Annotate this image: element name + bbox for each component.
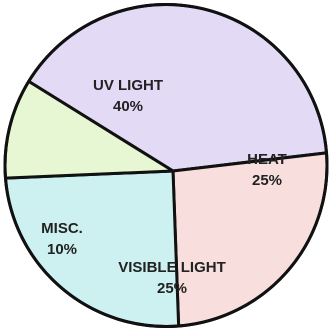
pie-slices (3, 3, 329, 328)
slice-category-visible-light: VISIBLE LIGHT (118, 259, 226, 276)
slice-value-visible-light: 25% (157, 280, 187, 297)
slice-value-misc: 10% (47, 241, 77, 258)
pie-slice-heat (171, 151, 329, 328)
slice-value-heat: 25% (252, 172, 282, 189)
slice-category-uv-light: UV LIGHT (93, 77, 163, 94)
slice-label-heat: HEAT 25% (247, 151, 287, 189)
slice-category-misc: MISC. (41, 220, 83, 237)
pie-slice-visible-light (4, 169, 181, 328)
pie-outline (3, 3, 329, 328)
slice-label-visible-light: VISIBLE LIGHT 25% (118, 259, 226, 297)
slice-category-heat: HEAT (247, 151, 287, 168)
slice-label-misc: MISC. 10% (41, 220, 83, 258)
slice-value-uv-light: 40% (113, 98, 143, 115)
pie-labels: UV LIGHT 40% HEAT 25% VISIBLE LIGHT 25% MISC. 1… (41, 77, 287, 297)
slice-label-uv-light: UV LIGHT 40% (93, 77, 163, 115)
